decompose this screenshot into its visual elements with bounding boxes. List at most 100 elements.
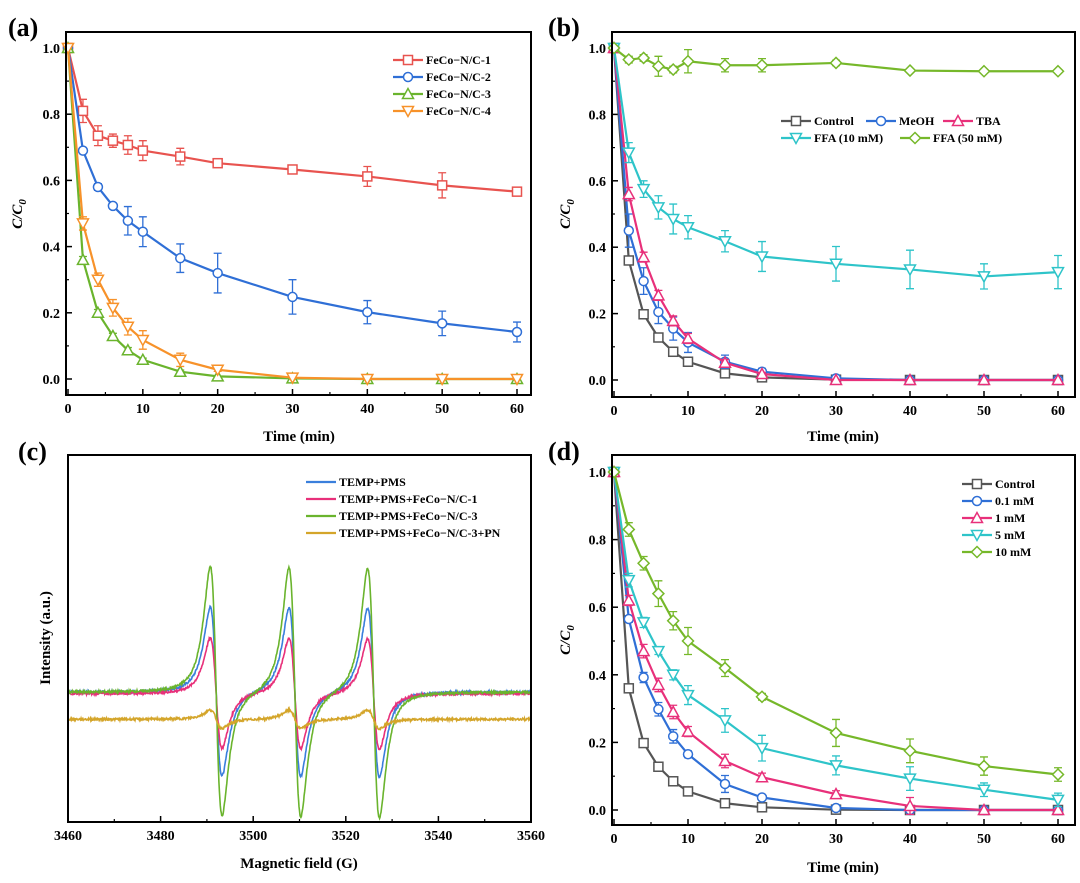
panel-a: (a) Time (min) C/C0 0 10 20 30 40 50 60 0.0 0.2 0… [8,13,532,445]
data-point-triangle [651,677,666,691]
data-point-diamond [622,522,636,537]
plot-frame [67,454,532,823]
x-tick-label: 30 [286,402,300,417]
legend-label: FeCo−N/C-4 [426,104,491,118]
data-point-triangle [681,331,695,344]
data-point-diamond [622,53,636,67]
data-point-square [682,356,694,367]
data-point-square [107,135,119,146]
y-tick-label: 0.4 [589,669,607,684]
data-point-triangle-down [666,213,680,227]
data-point-circle [653,306,664,318]
y-tick-label: 0.2 [43,307,61,322]
data-point-triangle [903,798,917,812]
x-tick-label: 40 [903,832,917,847]
data-point-square [719,797,731,809]
data-point-circle [653,704,664,715]
plot-area [607,454,1076,826]
x-axis-label: Time (min) [807,429,879,445]
data-point-triangle-down [970,529,984,543]
plot-frame [611,454,1076,826]
data-point-triangle-down [755,742,769,756]
legend-item: Control [781,114,854,128]
data-point-square [137,145,149,156]
data-point-diamond [829,56,843,70]
plot-area [67,454,532,823]
data-point-diamond [681,54,695,68]
panel-c: (c) Magnetic field (G) Intensity (a.u.) … [18,437,545,872]
data-point-triangle-down [903,773,917,786]
legend-item: FeCo−N/C-4 [393,104,491,119]
data-point-triangle [829,787,843,800]
panel-label: (d) [548,437,580,466]
data-point-triangle [755,366,769,380]
series-line [612,47,1058,382]
data-point-triangle [636,644,651,657]
data-point-diamond [1051,767,1065,782]
data-point-circle [830,802,842,814]
data-point-square [287,164,298,175]
legend-item: FFA (50 mM) [900,131,1002,145]
data-point-square [638,309,649,320]
data-point-triangle [651,288,666,301]
data-point-diamond [903,64,917,78]
data-point-triangle [136,352,150,366]
legend-label: TEMP+PMS+FeCo−N/C-3+PN [339,526,501,540]
data-point-circle [175,252,186,264]
y-tick-label: 0.0 [589,374,607,389]
data-point-triangle [666,704,680,718]
data-point-circle [682,748,694,760]
data-point-circle [719,778,731,790]
plot-area [607,31,1076,398]
legend-label: Control [995,477,1035,491]
data-point-square [623,683,635,694]
legend-label: FeCo−N/C-3 [426,87,491,101]
data-point-diamond [755,690,769,704]
data-point-diamond [718,661,732,675]
data-point-triangle-down [76,218,90,231]
x-tick-label: 0 [611,832,618,847]
legend-label: TBA [976,114,1001,128]
data-point-triangle [977,372,991,386]
x-tick-label: 20 [755,832,769,847]
data-point-circle [287,291,298,303]
data-point-triangle [173,364,188,377]
data-point-square [92,130,104,141]
data-point-circle [971,495,983,507]
legend-label: MeOH [899,114,935,128]
data-point-circle [875,115,887,127]
y-tick-label: 0.0 [43,373,61,388]
legend-item: FeCo−N/C-1 [393,53,491,67]
data-point-circle [122,215,134,227]
series-feco-n-c-2 [62,42,523,343]
x-tick-label: 3520 [332,829,360,844]
y-tick-label: 0.2 [589,736,607,751]
data-point-triangle-down [829,760,843,773]
data-point-triangle [1051,802,1065,816]
legend-label: FFA (10 mM) [814,131,883,145]
data-point-circle [756,792,768,803]
x-tick-label: 3500 [239,829,267,844]
data-point-triangle [681,724,695,737]
x-tick-label: 50 [977,404,991,419]
data-point-square [667,776,679,787]
x-tick-label: 3460 [54,829,82,844]
x-tick-label: 60 [1051,404,1065,419]
data-point-square [653,761,664,772]
data-point-triangle-down [666,669,680,682]
y-tick-label: 0.4 [43,241,61,256]
data-point-diamond [637,556,651,570]
spectrum-line [67,705,532,731]
data-point-triangle [76,252,90,266]
x-tick-label: 0 [611,404,618,419]
legend-label: FeCo−N/C-1 [426,53,491,67]
data-point-triangle-down [121,321,135,334]
x-axis-label: Time (min) [807,860,879,876]
legend-item: FFA (10 mM) [781,131,883,146]
x-tick-label: 50 [977,832,991,847]
data-point-triangle-down [789,132,803,146]
y-tick-label: 1.0 [589,466,607,481]
data-point-diamond [908,131,922,145]
data-point-circle [511,326,523,338]
data-point-square [212,157,223,169]
